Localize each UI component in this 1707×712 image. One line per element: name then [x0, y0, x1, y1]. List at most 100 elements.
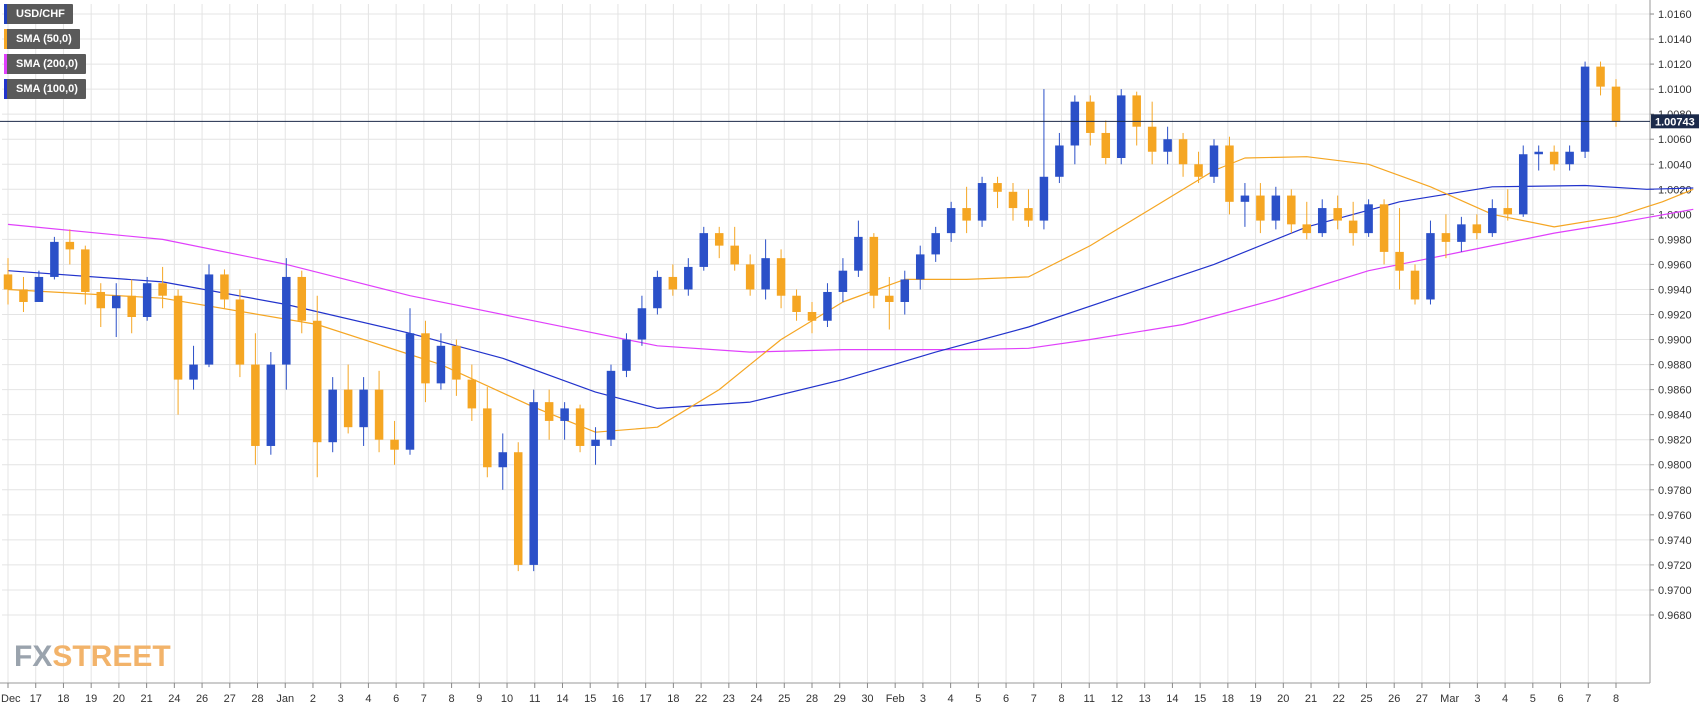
candle-body: [529, 402, 538, 565]
candle-body: [1086, 101, 1095, 133]
fxstreet-logo: FXSTREET: [14, 640, 171, 674]
candle-body: [1008, 191, 1018, 209]
legend-label: SMA (200,0): [16, 58, 78, 70]
candle-body: [977, 183, 987, 221]
candle: [1503, 189, 1513, 221]
candle-body: [776, 258, 786, 296]
x-tick-label: 9: [476, 693, 482, 705]
plot-area: [0, 0, 1650, 683]
candle: [1287, 189, 1296, 234]
candle-body: [962, 208, 971, 221]
candle: [50, 236, 59, 280]
candle-body: [111, 295, 121, 309]
candle-body: [1503, 208, 1513, 215]
candle: [189, 345, 198, 390]
candle: [251, 333, 260, 465]
legend-item-sma100[interactable]: SMA (100,0): [4, 79, 86, 99]
candle-body: [1287, 195, 1296, 225]
x-tick-label: 4: [1502, 693, 1508, 705]
x-tick-label: 3: [920, 693, 926, 705]
candle-body: [653, 276, 662, 309]
legend-label: SMA (50,0): [16, 33, 72, 45]
candle: [1178, 132, 1188, 177]
candle: [1225, 136, 1234, 215]
x-tick-label: 3: [338, 693, 344, 705]
candle: [993, 176, 1002, 209]
x-tick-label: Mar: [1440, 693, 1459, 705]
candle: [3, 258, 13, 305]
candle-body: [34, 276, 44, 302]
y-tick-label: 0.9940: [1658, 284, 1692, 296]
candle-body: [1410, 270, 1420, 300]
candle-body: [1163, 139, 1172, 152]
x-tick-label: 8: [449, 693, 455, 705]
legend-item-sma50[interactable]: SMA (50,0): [4, 29, 80, 49]
candle-body: [282, 276, 291, 365]
candle-body: [158, 283, 167, 296]
x-tick-label: 3: [1474, 693, 1480, 705]
current-price-tag: [1651, 114, 1699, 129]
x-tick-label: 24: [750, 693, 762, 705]
candle-body: [575, 408, 585, 446]
candle-body: [1364, 204, 1373, 234]
candle-body: [1070, 101, 1080, 146]
candle: [436, 333, 446, 390]
candle-body: [1225, 145, 1234, 202]
candle: [343, 364, 353, 434]
candle: [776, 249, 786, 309]
candle-body: [838, 270, 848, 292]
x-tick-label: 26: [1388, 693, 1400, 705]
x-tick-label: 27: [1416, 693, 1428, 705]
candle: [653, 270, 662, 315]
candle: [483, 387, 492, 478]
candle-body: [823, 291, 832, 321]
y-tick-label: 1.0140: [1658, 34, 1692, 46]
candle-body: [251, 364, 260, 446]
legend-item-usdchf[interactable]: USD/CHF: [4, 4, 73, 24]
candle-body: [1302, 224, 1312, 234]
candle: [1194, 151, 1203, 184]
candle: [1240, 183, 1250, 227]
candle: [297, 270, 307, 334]
candle: [34, 270, 44, 302]
candle: [405, 308, 415, 455]
candle-body: [297, 276, 307, 321]
y-tick-label: 0.9840: [1658, 410, 1692, 422]
candle: [220, 269, 229, 309]
x-tick-label: 23: [723, 693, 735, 705]
x-tick-label: 5: [1530, 693, 1536, 705]
candle: [452, 339, 461, 396]
candle: [1441, 214, 1451, 259]
candle: [575, 404, 585, 453]
candle: [544, 389, 554, 440]
x-tick-label: 6: [1003, 693, 1009, 705]
candle-body: [684, 266, 693, 290]
x-tick-label: 11: [1084, 693, 1095, 705]
legend-label: USD/CHF: [16, 8, 65, 20]
legend-item-sma200[interactable]: SMA (200,0): [4, 54, 86, 74]
candle-body: [885, 295, 894, 302]
candle: [730, 226, 739, 271]
candle-body: [931, 233, 940, 255]
x-tick-label: 15: [1194, 693, 1206, 705]
candle: [1518, 145, 1528, 217]
x-tick-label: 30: [861, 693, 873, 705]
x-tick-label: 14: [1166, 693, 1178, 705]
candle: [65, 229, 75, 265]
x-tick-label: 17: [30, 693, 42, 705]
candle: [19, 276, 28, 312]
legend-swatch: [4, 29, 7, 49]
candle-body: [498, 452, 508, 468]
candle: [1256, 183, 1265, 234]
x-tick-label: 4: [365, 693, 371, 705]
candle-body: [3, 274, 13, 290]
y-tick-label: 0.9880: [1658, 360, 1692, 372]
candle-body: [946, 208, 956, 234]
x-tick-label: 10: [501, 693, 513, 705]
candle-body: [204, 274, 214, 365]
x-tick-label: 25: [778, 693, 790, 705]
candle-body: [421, 333, 430, 384]
candle: [1596, 61, 1605, 96]
candle: [529, 389, 538, 572]
